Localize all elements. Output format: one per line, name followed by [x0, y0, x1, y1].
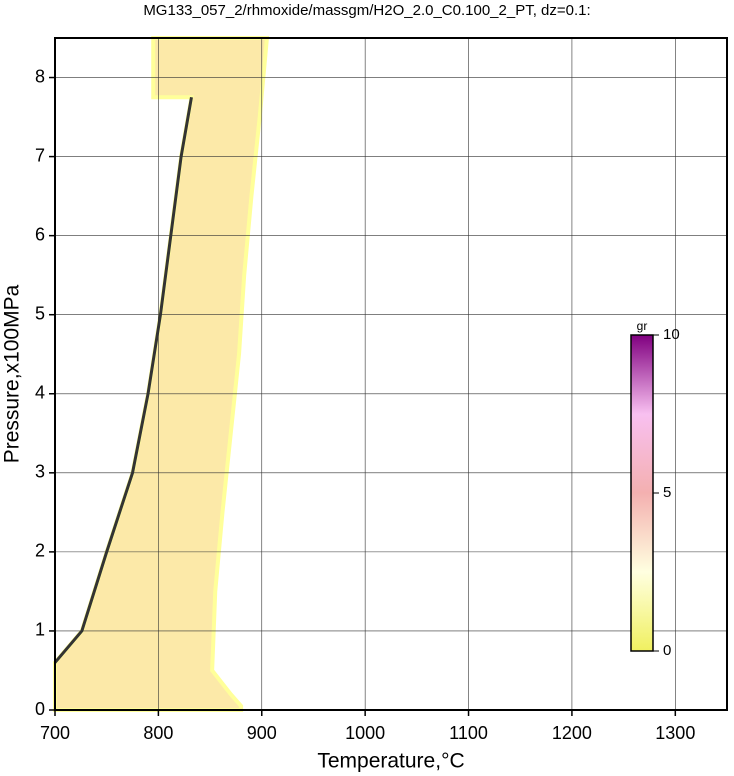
y-tick-label: 2 [35, 541, 45, 561]
x-tick-label: 1000 [345, 723, 385, 743]
colorbar-tick-label: 0 [663, 642, 671, 659]
chart-title: MG133_057_2/rhmoxide/massgm/H2O_2.0_C0.1… [143, 2, 590, 19]
y-tick-label: 1 [35, 620, 45, 640]
colorbar-tick-label: 10 [663, 326, 680, 343]
field-region [53, 36, 270, 712]
y-tick-label: 3 [35, 462, 45, 482]
y-tick-label: 6 [35, 224, 45, 244]
y-tick-label: 4 [35, 383, 45, 403]
y-axis-label: Pressure,x100MPa [1, 284, 24, 463]
x-tick-label: 1300 [655, 723, 695, 743]
colorbar [630, 334, 654, 652]
y-tick-label: 0 [35, 699, 45, 719]
x-tick-label: 1200 [552, 723, 592, 743]
x-axis-label: Temperature,°C [317, 750, 464, 773]
plot-frame [54, 37, 728, 711]
colorbar-tick-label: 5 [663, 484, 671, 501]
x-tick-label: 900 [247, 723, 277, 743]
x-tick-label: 800 [143, 723, 173, 743]
x-tick-label: 1100 [449, 723, 488, 743]
colorbar-label: gr [637, 319, 648, 333]
y-tick-label: 8 [35, 66, 45, 86]
y-tick-label: 5 [35, 303, 45, 323]
y-tick-label: 7 [35, 145, 45, 165]
x-tick-label: 700 [40, 723, 70, 743]
